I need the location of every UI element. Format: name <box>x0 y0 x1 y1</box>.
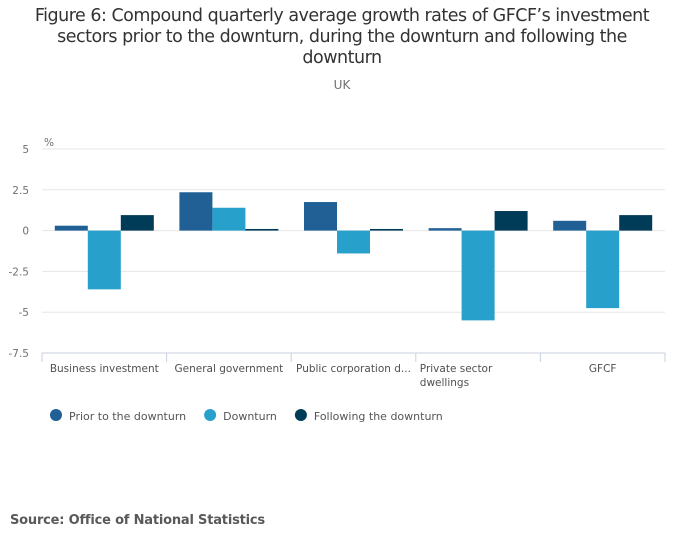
y-axis: 5 2.5 0 -2.5 -5 -7.5 <box>9 144 30 360</box>
legend-marker-icon <box>204 409 217 421</box>
bar-chart: 5 2.5 0 -2.5 -5 -7.5 % Business investment Gen… <box>9 137 666 423</box>
legend-item[interactable]: Following the downturn <box>294 409 443 423</box>
chart-title-line: downturn <box>302 48 382 68</box>
x-category-label: GFCF <box>589 363 617 375</box>
x-category-label-line: Business investment <box>50 363 159 375</box>
bar[interactable] <box>179 192 213 231</box>
bar[interactable] <box>120 215 154 231</box>
bars <box>54 192 653 321</box>
legend-item[interactable]: Downturn <box>204 409 277 423</box>
bar[interactable] <box>212 207 246 231</box>
bar[interactable] <box>428 228 462 231</box>
legend-marker-icon <box>294 409 307 421</box>
x-category-label-line: Private sector <box>420 363 493 375</box>
x-category-label: Business investment <box>50 363 159 375</box>
bar[interactable] <box>304 202 337 231</box>
legend-label: Downturn <box>223 410 277 423</box>
y-tick-label: 0 <box>22 226 29 238</box>
legend: Prior to the downturn Downturn Following t… <box>50 409 443 423</box>
legend-item[interactable]: Prior to the downturn <box>50 409 186 423</box>
bar[interactable] <box>619 215 653 231</box>
bar[interactable] <box>553 220 587 231</box>
y-tick-label: -5 <box>19 307 29 319</box>
y-axis-label: % <box>44 137 54 149</box>
bar[interactable] <box>245 228 279 231</box>
x-category-label-line: General government <box>175 363 284 375</box>
chart-subtitle: UK <box>333 78 351 92</box>
y-tick-label: -7.5 <box>9 348 30 360</box>
chart-title-line: Figure 6: Compound quarterly average gro… <box>34 6 650 26</box>
x-category-label-line: Public corporation d... <box>296 363 411 375</box>
chart-title-line: sectors prior to the downturn, during th… <box>57 27 627 47</box>
bar[interactable] <box>337 230 370 254</box>
bar[interactable] <box>586 230 620 309</box>
source-note: Source: Office of National Statistics <box>10 513 265 528</box>
bar[interactable] <box>87 230 121 290</box>
chart-title: Figure 6: Compound quarterly average gro… <box>0 6 684 69</box>
bar[interactable] <box>370 228 403 231</box>
bar[interactable] <box>461 230 495 321</box>
x-axis: Business investment General government Pub… <box>41 352 666 389</box>
legend-label: Following the downturn <box>314 410 443 423</box>
x-category-label-line: dwellings <box>420 377 469 389</box>
legend-marker-icon <box>50 409 62 421</box>
legend-label: Prior to the downturn <box>69 410 186 423</box>
x-category-label-line: GFCF <box>589 363 617 375</box>
x-category-label: Private sector dwellings <box>420 363 493 389</box>
x-category-label: Public corporation d... <box>296 363 411 375</box>
y-tick-label: 2.5 <box>12 185 29 197</box>
bar[interactable] <box>494 211 528 231</box>
y-tick-label: 5 <box>22 144 29 156</box>
y-tick-label: -2.5 <box>9 266 30 278</box>
bar[interactable] <box>54 225 88 231</box>
x-category-label: General government <box>175 363 284 375</box>
